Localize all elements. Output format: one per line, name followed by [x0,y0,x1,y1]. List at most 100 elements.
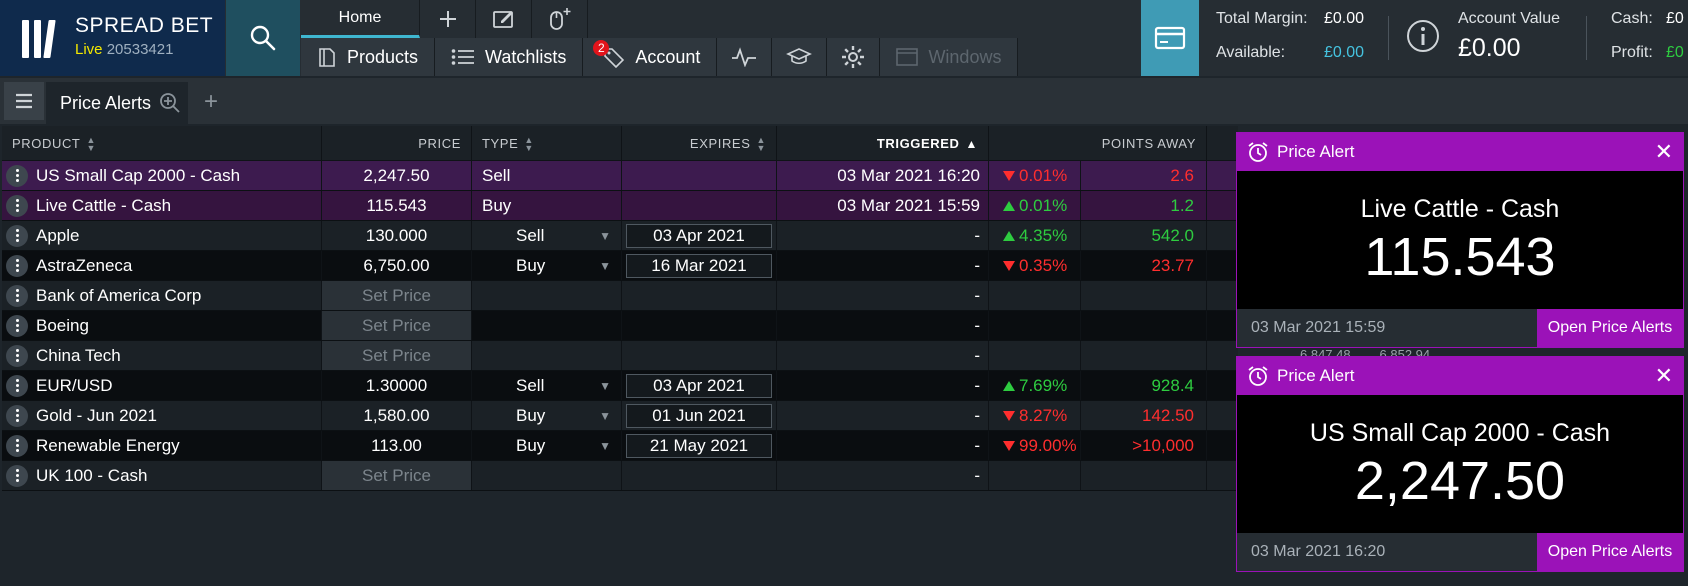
menu-account[interactable]: 2 Account [583,38,718,76]
product-name: Bank of America Corp [36,285,202,305]
close-icon[interactable]: ✕ [1654,363,1673,388]
open-price-alerts-button[interactable]: Open Price Alerts [1537,309,1683,347]
triggered-cell: - [777,401,989,430]
table-row[interactable]: AstraZeneca 6,750.00 Buy ▼ 16 Mar 2021- 0.35%… [2,251,1238,281]
col-product[interactable]: PRODUCT ▲ ▼ [2,126,322,161]
sort-icon: ▲ ▼ [524,134,534,153]
expiry-date-input[interactable]: 21 May 2021 [626,433,772,458]
table-row[interactable]: Gold - Jun 2021 1,580.00 Buy ▼ 01 Jun 2021- 8… [2,401,1238,431]
expires-cell[interactable]: 03 Apr 2021 [622,221,777,250]
price-cell[interactable]: Set Price [322,311,472,340]
col-price[interactable]: PRICE [322,126,472,161]
open-price-alerts-button[interactable]: Open Price Alerts [1537,533,1683,571]
table-row[interactable]: US Small Cap 2000 - Cash 2,247.50 Sell 03 M… [2,161,1238,191]
percent-away-value: 0.35% [1019,255,1068,275]
expires-cell[interactable]: 01 Jun 2021 [622,401,777,430]
type-dropdown[interactable]: Sell ▼ [472,221,622,250]
expiry-date-input[interactable]: 01 Jun 2021 [626,403,772,428]
price-cell[interactable]: 115.543 [322,191,472,220]
profit-label: Profit: [1611,44,1653,61]
add-tab-button[interactable] [420,0,476,38]
search-button[interactable] [226,0,300,76]
price-cell[interactable]: 113.00 [322,431,472,460]
price-cell[interactable]: Set Price [322,341,472,370]
percent-away-value: 0.01% [1019,195,1068,215]
percent-away-cell [989,281,1081,310]
price-cell[interactable]: 2,247.50 [322,161,472,190]
funds-button[interactable] [1141,0,1199,76]
account-badge: 2 [593,40,610,56]
tab-price-alerts[interactable]: Price Alerts [46,82,188,124]
expiry-date-input[interactable]: 03 Apr 2021 [626,373,772,398]
price-cell[interactable]: 1.30000 [322,371,472,400]
table-row[interactable]: EUR/USD 1.30000 Sell ▼ 03 Apr 2021- 7.69% 928.… [2,371,1238,401]
percent-away-value: 8.27% [1019,405,1068,425]
type-value: Sell [516,225,545,245]
row-menu-icon[interactable] [6,194,28,217]
account-value: £0.00 [1458,34,1521,62]
expiry-date-input[interactable]: 16 Mar 2021 [626,253,772,278]
price-cell[interactable]: 1,580.00 [322,401,472,430]
row-menu-icon[interactable] [6,314,28,337]
menu-charts[interactable] [717,38,773,76]
pulse-icon [732,47,757,67]
type-dropdown[interactable]: Buy ▼ [472,431,622,460]
price-cell[interactable]: Set Price [322,281,472,310]
expires-cell[interactable]: 21 May 2021 [622,431,777,460]
col-expires[interactable]: EXPIRES ▲ ▼ [622,126,777,161]
table-row[interactable]: Boeing Set Price - [2,311,1238,341]
row-menu-icon[interactable] [6,374,28,397]
menu-windows-label: Windows [928,46,1002,67]
row-menu-icon[interactable] [6,284,28,307]
triggered-cell: - [777,281,989,310]
new-order-button[interactable] [532,0,588,38]
price-cell[interactable]: 6,750.00 [322,251,472,280]
table-row[interactable]: Bank of America Corp Set Price - [2,281,1238,311]
price-cell[interactable]: Set Price [322,461,472,490]
sort-icon: ▲ ▼ [756,134,766,153]
col-points-away[interactable]: POINTS AWAY [989,126,1207,161]
close-icon[interactable]: ✕ [1654,139,1673,164]
expiry-date-input[interactable]: 03 Apr 2021 [626,223,772,248]
info-icon[interactable] [1405,18,1441,54]
add-workspace-tab-button[interactable]: + [204,88,219,115]
row-menu-icon[interactable] [6,164,28,187]
col-triggered[interactable]: TRIGGERED ▲ [777,126,989,161]
menu-products[interactable]: Products [301,38,436,76]
col-type[interactable]: TYPE ▲ ▼ [472,126,622,161]
row-menu-icon[interactable] [6,464,28,487]
table-row[interactable]: Apple 130.000 Sell ▼ 03 Apr 2021- 4.35% 542.0 [2,221,1238,251]
zoom-in-icon[interactable] [159,92,181,114]
table-row[interactable]: China Tech Set Price - [2,341,1238,371]
expires-cell[interactable]: 03 Apr 2021 [622,371,777,400]
type-cell [472,461,622,490]
row-menu-icon[interactable] [6,254,28,277]
popup-time: 03 Mar 2021 16:20 [1251,543,1386,560]
menu-windows[interactable]: Windows [880,38,1019,76]
row-menu-icon[interactable] [6,344,28,367]
row-menu-icon[interactable] [6,224,28,247]
row-menu-icon[interactable] [6,404,28,427]
table-row[interactable]: UK 100 - Cash Set Price - [2,461,1238,491]
menu-learn[interactable] [772,38,828,76]
popup-footer: 03 Mar 2021 16:20 Open Price Alerts [1237,533,1683,571]
popup-header: Price Alert ✕ [1237,357,1683,395]
menu-settings[interactable] [827,38,881,76]
price-cell[interactable]: 130.000 [322,221,472,250]
edit-layout-button[interactable] [476,0,532,38]
row-menu-icon[interactable] [6,434,28,457]
type-dropdown[interactable]: Sell ▼ [472,371,622,400]
table-row[interactable]: Live Cattle - Cash 115.543 Buy 03 Mar 2021 … [2,191,1238,221]
type-dropdown[interactable]: Buy ▼ [472,251,622,280]
expires-cell [622,161,777,190]
percent-away-cell: 4.35% [989,221,1081,250]
table-row[interactable]: Renewable Energy 113.00 Buy ▼ 21 May 2021- 99… [2,431,1238,461]
type-dropdown[interactable]: Buy ▼ [472,401,622,430]
percent-away-cell: 8.27% [989,401,1081,430]
brand-block[interactable]: SPREAD BET Live 20533421 [0,0,225,76]
menu-watchlists[interactable]: Watchlists [435,38,584,76]
tab-home[interactable]: Home [301,0,420,38]
workspace-menu-button[interactable] [4,82,44,120]
expires-cell[interactable]: 16 Mar 2021 [622,251,777,280]
percent-away-value: 4.35% [1019,225,1068,245]
